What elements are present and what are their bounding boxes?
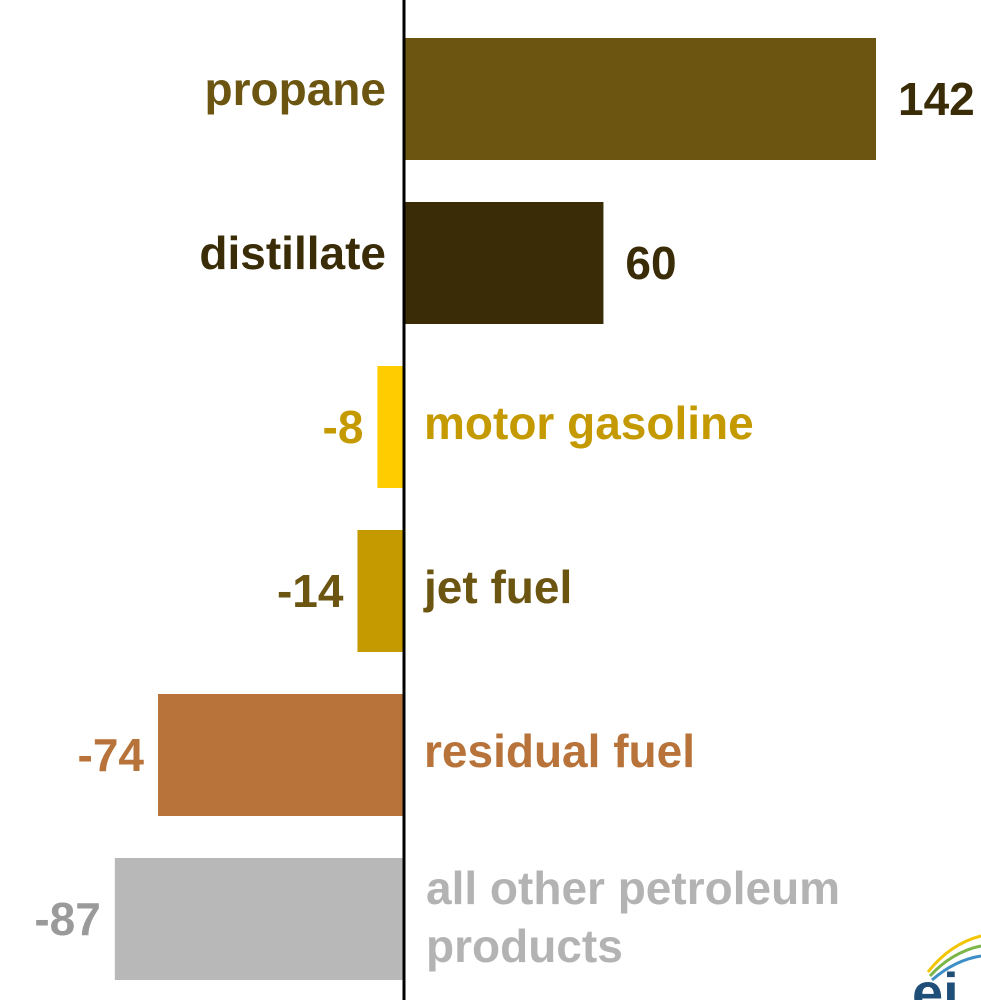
bar-all-other-petroleum-products bbox=[114, 858, 405, 980]
bar-residual-fuel bbox=[158, 694, 404, 816]
svg-text:ei: ei bbox=[912, 961, 959, 1000]
value-label-motor-gasoline: -8 bbox=[323, 401, 364, 453]
value-label-propane: 142 bbox=[898, 73, 975, 125]
bar-motor-gasoline bbox=[377, 366, 404, 488]
value-label-all-other-petroleum-products: -87 bbox=[34, 893, 100, 945]
category-label-motor-gasoline: motor gasoline bbox=[424, 397, 754, 449]
bar-distillate bbox=[404, 202, 604, 324]
value-label-distillate: 60 bbox=[625, 237, 676, 289]
bar-jet-fuel bbox=[357, 530, 404, 652]
eia-logo-icon: ei bbox=[912, 934, 981, 1005]
bar-propane bbox=[404, 38, 876, 160]
category-label-residual-fuel: residual fuel bbox=[424, 725, 695, 777]
category-label-jet-fuel: jet fuel bbox=[423, 561, 572, 613]
category-label-all-other-petroleum-products: all other petroleum products bbox=[426, 862, 840, 972]
value-label-jet-fuel: -14 bbox=[277, 565, 344, 617]
category-label-propane: propane bbox=[205, 63, 386, 115]
value-label-residual-fuel: -74 bbox=[78, 729, 145, 781]
category-label-distillate: distillate bbox=[199, 227, 386, 279]
